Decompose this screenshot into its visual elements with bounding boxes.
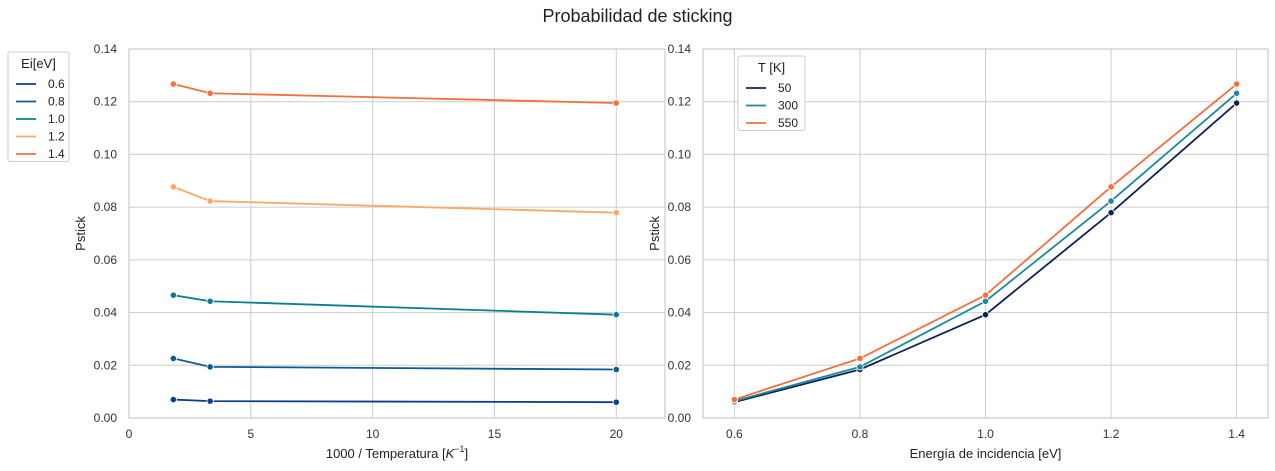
y-tick-label: 0.02 [668,358,692,372]
legend-label: 1.0 [48,112,65,126]
plot-frame [128,48,666,419]
y-tick-label: 0.14 [94,42,118,56]
y-tick-label: 0.12 [94,95,118,109]
y-tick-label: 0.08 [94,200,118,214]
data-point-0.6 [169,395,177,404]
data-point-0.8 [169,354,177,363]
y-axis-label: Pstick [73,216,88,251]
data-point-1.2 [169,183,177,191]
x-tick-label: 0 [126,427,133,441]
legend-title: T [K] [758,60,785,75]
x-tick-label: 0.6 [726,427,743,441]
legend-left: Ei[eV] 0.6 0.8 1.0 1.2 1.4 [7,51,70,162]
axes-right: 0.00 0.02 0.04 0.06 0.08 0.10 0.12 0.14 0.6 0.8 1.… [647,42,1269,461]
data-point-550 [1233,80,1241,88]
legend-right: T [K] 50 300 550 [737,55,806,131]
x-tick-label: 0.8 [852,427,869,441]
series-line-0.8 [173,357,617,371]
figure-title: Probabilidad de sticking [542,6,733,26]
x-axis-label: 1000 / Temperatura [K−1] [326,444,468,461]
series-line-1.4 [173,83,617,104]
x-tick-label: 1.4 [1228,427,1245,441]
data-point-550 [1107,183,1115,191]
x-tick-label: 5 [247,427,254,441]
data-point-0.8 [206,363,214,371]
y-tick-label: 0.00 [668,411,692,425]
y-tick-label: 0.04 [94,306,118,320]
legend-label: 300 [778,99,798,113]
data-point-50 [1107,209,1115,217]
plot-frame [702,48,1269,419]
data-point-300 [981,297,990,305]
data-point-50 [1233,99,1241,107]
data-point-1.0 [612,311,620,319]
axes-left: 0.00 0.02 0.04 0.06 0.08 0.10 0.12 0.14 0 5 10 15 20… [7,42,666,461]
data-point-550 [981,291,990,299]
series-line-1.0 [173,294,617,316]
x-tick-label: 10 [366,427,380,441]
legend-box [7,51,70,162]
data-point-1.0 [206,297,214,305]
y-tick-label: 0.06 [668,253,692,267]
legend-label: 0.6 [48,77,65,91]
data-point-300 [1233,89,1241,97]
x-tick-label: 1.0 [977,427,994,441]
legend-label: 550 [778,116,798,130]
data-point-0.8 [612,365,620,374]
x-tick-label: 1.2 [1103,427,1120,441]
data-point-550 [856,354,864,363]
data-point-1.4 [612,99,620,107]
data-point-0.6 [612,398,620,406]
y-tick-label: 0.12 [668,95,692,109]
y-tick-label: 0.02 [94,358,118,372]
data-point-1.0 [169,291,177,299]
series-line-1.2 [173,186,617,214]
legend-label: 1.2 [48,130,65,144]
data-point-550 [730,395,738,404]
legend-label: 0.8 [48,95,65,109]
y-tick-label: 0.04 [668,306,692,320]
x-axis-label: Energía de incidencia [eV] [910,446,1062,461]
data-point-1.4 [169,80,177,88]
data-point-300 [856,363,864,371]
y-tick-label: 0.10 [94,147,118,161]
data-point-50 [981,311,990,319]
x-tick-label: 15 [488,427,502,441]
legend-label: 50 [778,81,792,95]
legend-title: Ei[eV] [21,56,56,71]
data-point-1.4 [206,89,214,97]
legend-box [737,55,806,131]
data-point-300 [1107,197,1115,205]
legend-label: 1.4 [48,147,65,161]
y-tick-label: 0.10 [668,147,692,161]
data-point-1.2 [206,197,214,205]
data-point-1.2 [612,209,620,217]
data-point-0.6 [206,397,214,405]
y-tick-label: 0.14 [668,42,692,56]
y-tick-label: 0.06 [94,253,118,267]
x-tick-label: 20 [610,427,624,441]
series-line-0.6 [173,398,617,404]
y-tick-label: 0.08 [668,200,692,214]
y-tick-label: 0.00 [94,411,118,425]
y-axis-label: Pstick [647,216,662,251]
